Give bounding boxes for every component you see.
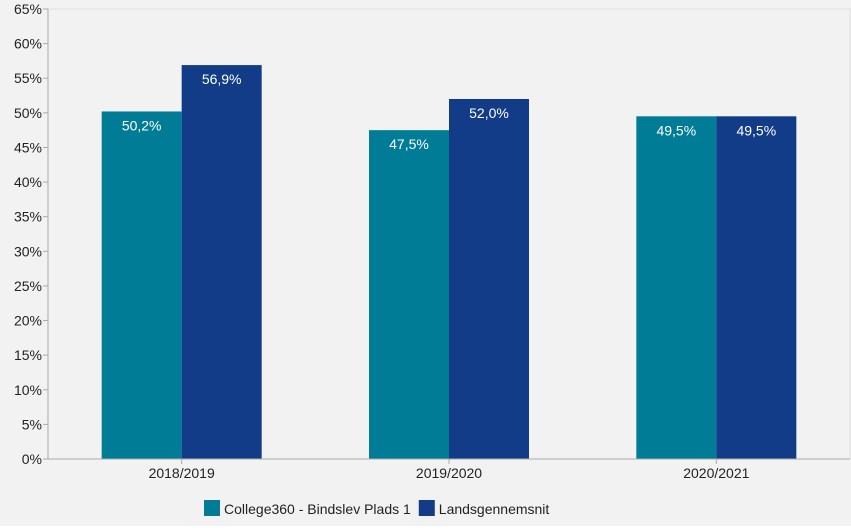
y-tick-label: 5% (22, 416, 42, 432)
legend-label: College360 - Bindslev Plads 1 (224, 501, 411, 517)
y-tick-label: 0% (22, 451, 42, 467)
legend-item-landsgennemsnit: Landsgennemsnit (418, 500, 550, 517)
y-tick-label: 35% (14, 209, 42, 225)
bar-college360-2019-2020 (369, 130, 449, 459)
data-label: 50,2% (122, 117, 162, 133)
legend-item-college360: College360 - Bindslev Plads 1 (204, 500, 411, 517)
legend-swatch (418, 500, 435, 516)
legend: College360 - Bindslev Plads 1 Landsgennem… (204, 500, 549, 517)
x-tick-label: 2019/2020 (416, 465, 482, 481)
y-tick-label: 15% (14, 347, 42, 363)
data-label: 52,0% (469, 105, 509, 121)
y-tick-label: 60% (14, 36, 42, 52)
bars (101, 65, 797, 460)
y-tick-label: 40% (14, 174, 42, 190)
data-labels: 50,2% 56,9% 47,5% 52,0% 49,5% 49,5% (122, 71, 776, 152)
y-tick-label: 25% (14, 278, 42, 294)
data-label: 56,9% (202, 71, 242, 87)
bar-landsgennemsnit-2020-2021 (716, 116, 797, 460)
y-tick-label: 30% (14, 243, 42, 259)
y-tick-label: 50% (14, 105, 42, 121)
y-tick-label: 45% (14, 139, 42, 155)
data-label: 49,5% (656, 122, 696, 138)
data-label: 47,5% (389, 136, 429, 152)
data-label: 49,5% (736, 122, 776, 138)
bar-college360-2018-2019 (101, 111, 182, 459)
x-tick-label: 2018/2019 (149, 465, 215, 481)
legend-swatch (204, 500, 220, 516)
y-tick-label: 10% (14, 382, 42, 398)
y-tick-label: 55% (14, 70, 42, 86)
legend-label: Landsgennemsnit (439, 501, 550, 517)
x-tick-label: 2020/2021 (683, 465, 749, 481)
y-tick-label: 20% (14, 313, 42, 329)
y-tick-label: 65% (14, 1, 42, 17)
bar-college360-2020-2021 (636, 116, 717, 460)
axes: 2018/2019 2019/2020 2020/2021 0% 5% 10% 15% 20%… (14, 1, 850, 481)
bar-landsgennemsnit-2019-2020 (449, 99, 529, 459)
bar-landsgennemsnit-2018-2019 (181, 65, 262, 460)
